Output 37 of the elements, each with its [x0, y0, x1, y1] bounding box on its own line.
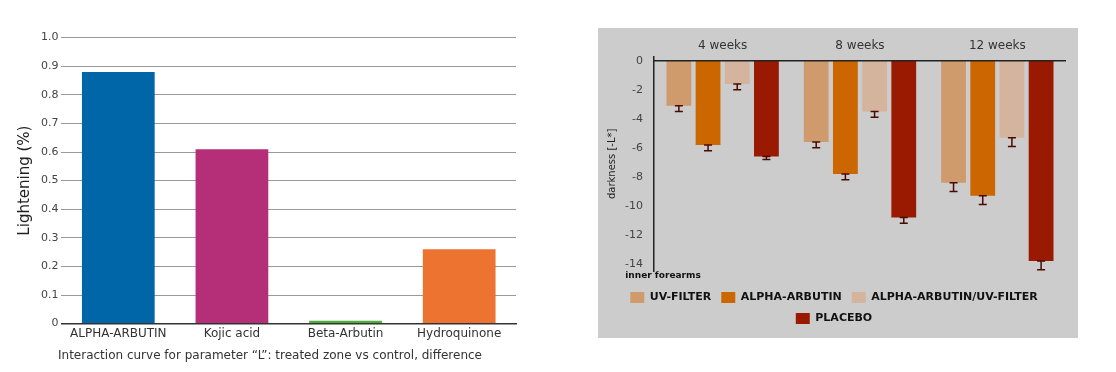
legend-label: UV-FILTER	[649, 290, 712, 304]
y-tick-label: 0.4	[40, 202, 59, 216]
y-tick-label: 0.2	[40, 259, 59, 273]
bar	[81, 71, 155, 324]
x-tick-label: Hydroquinone	[417, 325, 502, 340]
y-tick-label: 1.0	[40, 30, 59, 44]
y-tick-label: 0	[51, 316, 59, 330]
y-tick-label: -12	[625, 227, 643, 241]
y-tick-label: 0.1	[40, 287, 59, 301]
legend-label: PLACEBO	[815, 311, 873, 325]
y-axis-title: darkness [-L*]	[605, 128, 617, 200]
y-tick-label: 0.8	[40, 87, 59, 101]
x-tick-label: 8 weeks	[835, 38, 885, 53]
bar	[195, 149, 269, 324]
x-tick-label: 4 weeks	[698, 38, 748, 53]
y-tick-label: -2	[632, 82, 643, 96]
y-tick-label: -10	[625, 198, 643, 212]
y-tick-label: 0.9	[40, 59, 59, 73]
y-tick-label: 0.7	[40, 116, 59, 130]
y-tick-label: 0.3	[40, 230, 59, 244]
y-tick-label: 0.5	[40, 173, 59, 187]
x-tick-label: Beta-Arbutin	[307, 325, 384, 340]
y-tick-label: -4	[632, 111, 643, 125]
legend-label: ALPHA-ARBUTIN	[740, 290, 842, 304]
x-tick-label: ALPHA-ARBUTIN	[70, 325, 167, 340]
bar	[422, 249, 496, 324]
legend-title: inner forearms	[625, 270, 701, 281]
y-tick-label: -14	[625, 256, 643, 270]
y-axis-title: Lightening (%)	[14, 125, 33, 236]
x-tick-label: Kojic acid	[203, 325, 261, 340]
text: Interaction curve for parameter “L”: treated zone vs control, difference	[57, 348, 483, 362]
y-tick-label: -6	[632, 140, 643, 154]
y-tick-label: -8	[632, 169, 643, 183]
legend-label: ALPHA-ARBUTIN/UV-FILTER	[871, 290, 1039, 304]
y-tick-label: 0	[635, 53, 643, 67]
x-tick-label: 12 weeks	[968, 38, 1026, 53]
y-tick-label: 0.6	[40, 144, 59, 158]
